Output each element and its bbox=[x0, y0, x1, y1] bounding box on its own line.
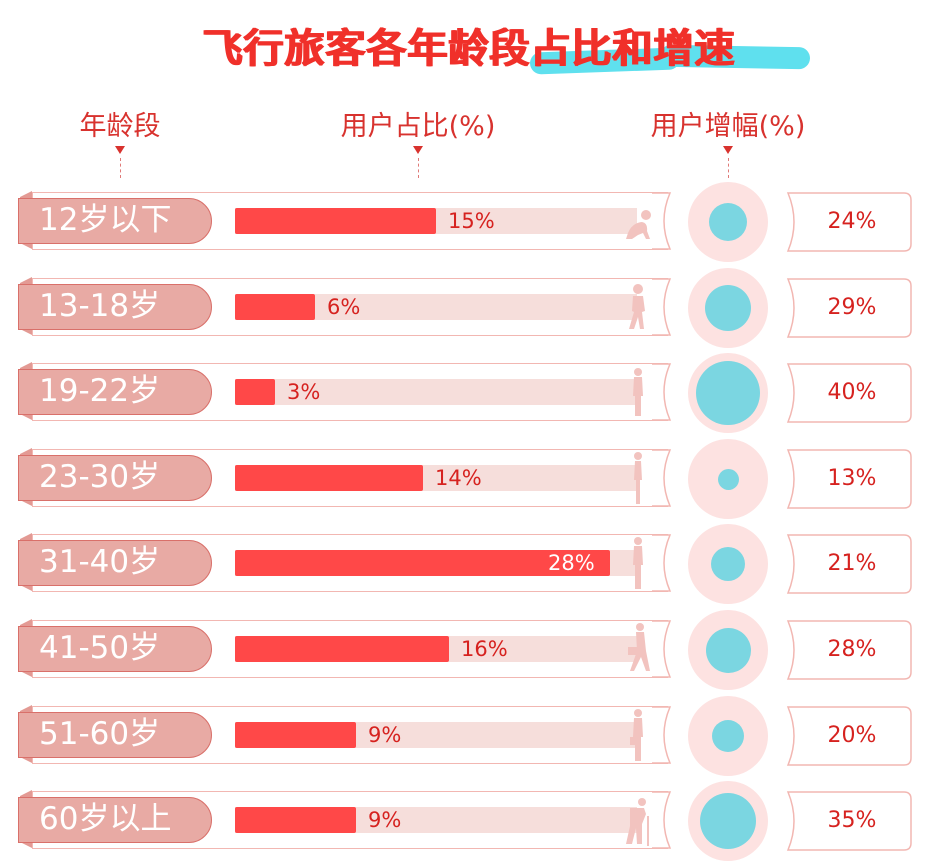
header-growth-dashline bbox=[728, 158, 729, 178]
growth-value-frame bbox=[786, 449, 912, 509]
growth-value: 28% bbox=[827, 637, 877, 662]
growth-value-frame bbox=[786, 620, 912, 680]
title-area: 飞行旅客各年龄段占比和增速 bbox=[0, 6, 938, 76]
growth-circle bbox=[705, 627, 751, 673]
share-bar bbox=[235, 722, 356, 748]
growth-circle bbox=[705, 285, 751, 331]
growth-value: 29% bbox=[827, 295, 877, 320]
share-value: 9% bbox=[368, 723, 402, 747]
share-bar bbox=[235, 807, 356, 833]
header-age-arrow-icon bbox=[115, 146, 125, 154]
share-bar bbox=[235, 208, 436, 234]
man-standing-icon bbox=[620, 535, 656, 591]
elderly-with-cane-icon bbox=[620, 792, 656, 848]
growth-value: 35% bbox=[827, 808, 877, 833]
age-label: 13-18岁 bbox=[18, 284, 212, 330]
child-walking-icon bbox=[620, 279, 656, 335]
growth-circle bbox=[717, 468, 739, 490]
growth-value-frame bbox=[786, 363, 912, 423]
share-bar bbox=[235, 294, 315, 320]
age-label: 12岁以下 bbox=[18, 198, 212, 244]
growth-value-frame bbox=[786, 278, 912, 338]
growth-circle bbox=[711, 547, 745, 581]
header-age-dashline bbox=[120, 158, 121, 178]
table-row: 60岁以上 9% 35% bbox=[0, 781, 938, 861]
header-growth: 用户增幅(%) bbox=[650, 111, 806, 142]
table-row: 31-40岁 28% 21% bbox=[0, 524, 938, 604]
growth-value-frame bbox=[786, 192, 912, 252]
chart-title: 飞行旅客各年龄段占比和增速 bbox=[202, 26, 736, 72]
header-share-arrow-icon bbox=[413, 146, 423, 154]
growth-circle bbox=[712, 720, 744, 752]
row-frame-concave-end bbox=[652, 192, 672, 250]
teen-standing-icon bbox=[620, 364, 656, 420]
row-frame-concave-end bbox=[652, 706, 672, 764]
table-row: 12岁以下 15% 24% bbox=[0, 182, 938, 262]
growth-value: 24% bbox=[827, 209, 877, 234]
baby-crawling-icon bbox=[620, 193, 656, 249]
growth-value: 40% bbox=[827, 380, 877, 405]
table-row: 41-50岁 16% 28% bbox=[0, 610, 938, 690]
share-value: 9% bbox=[368, 808, 402, 832]
age-label: 19-22岁 bbox=[18, 369, 212, 415]
row-frame-concave-end bbox=[652, 449, 672, 507]
table-row: 51-60岁 9% 20% bbox=[0, 696, 938, 776]
row-frame-concave-end bbox=[652, 791, 672, 849]
growth-value: 20% bbox=[827, 723, 877, 748]
age-label: 23-30岁 bbox=[18, 455, 212, 501]
table-row: 13-18岁 6% 29% bbox=[0, 268, 938, 348]
share-value: 6% bbox=[327, 295, 361, 319]
growth-value-frame bbox=[786, 534, 912, 594]
growth-circle bbox=[696, 361, 760, 425]
share-bar bbox=[235, 636, 449, 662]
row-frame-concave-end bbox=[652, 534, 672, 592]
share-value: 16% bbox=[461, 637, 508, 661]
adult-standing-icon bbox=[620, 450, 656, 506]
share-value: 28% bbox=[548, 551, 595, 575]
age-label: 60岁以上 bbox=[18, 797, 212, 843]
header-share: 用户占比(%) bbox=[340, 111, 496, 142]
row-frame-concave-end bbox=[652, 620, 672, 678]
growth-circle bbox=[709, 203, 747, 241]
growth-value: 21% bbox=[827, 551, 877, 576]
age-label: 41-50岁 bbox=[18, 626, 212, 672]
age-label: 31-40岁 bbox=[18, 540, 212, 586]
header-share-dashline bbox=[418, 158, 419, 178]
header-growth-arrow-icon bbox=[723, 146, 733, 154]
share-value: 3% bbox=[287, 380, 321, 404]
share-bar bbox=[235, 550, 610, 576]
table-row: 19-22岁 3% 40% bbox=[0, 353, 938, 433]
share-value: 15% bbox=[448, 209, 495, 233]
growth-value: 13% bbox=[827, 466, 877, 491]
growth-value-frame bbox=[786, 706, 912, 766]
share-bar bbox=[235, 379, 275, 405]
growth-circle bbox=[700, 793, 756, 849]
header-age: 年龄段 bbox=[79, 111, 161, 142]
age-label: 51-60岁 bbox=[18, 712, 212, 758]
growth-value-frame bbox=[786, 791, 912, 851]
row-frame-concave-end bbox=[652, 363, 672, 421]
businessman-walking-icon bbox=[620, 621, 656, 677]
share-bar bbox=[235, 465, 423, 491]
share-value: 14% bbox=[435, 466, 482, 490]
share-track bbox=[235, 379, 637, 405]
man-with-briefcase-icon bbox=[620, 707, 656, 763]
table-row: 23-30岁 14% 13% bbox=[0, 439, 938, 519]
row-frame-concave-end bbox=[652, 278, 672, 336]
